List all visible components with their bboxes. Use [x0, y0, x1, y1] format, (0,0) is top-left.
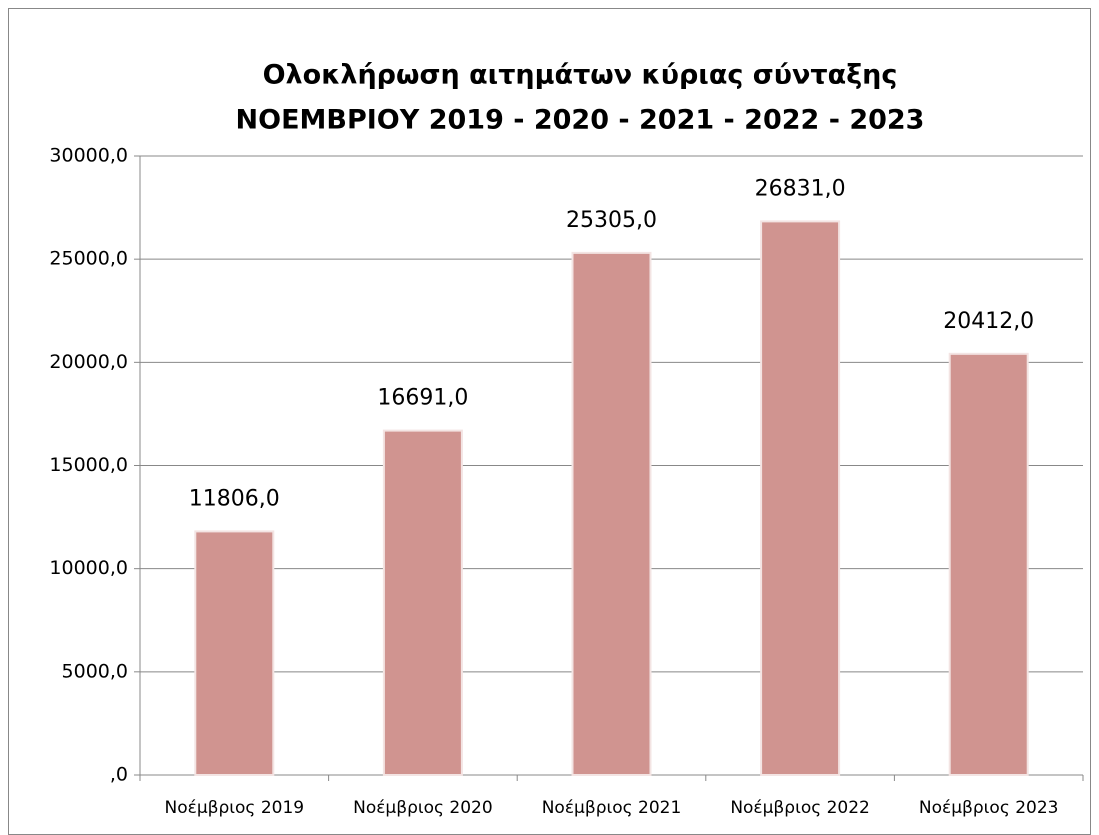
y-tick-label: 5000,0: [62, 660, 128, 682]
data-label: 20412,0: [943, 309, 1034, 334]
bar: [194, 530, 275, 777]
bar: [948, 352, 1029, 776]
y-tick-label: 20000,0: [49, 351, 128, 373]
y-tick-label: 30000,0: [49, 145, 128, 167]
x-tick-label: Νοέμβριος 2021: [542, 798, 682, 818]
data-label: 26831,0: [755, 176, 846, 201]
chart-title: Ολοκλήρωση αιτημάτων κύριας σύνταξης: [263, 60, 898, 91]
x-tick-label: Νοέμβριος 2023: [919, 798, 1059, 818]
y-tick-label: 10000,0: [49, 557, 128, 579]
data-label: 11806,0: [189, 486, 280, 511]
bar: [571, 251, 652, 777]
y-tick-label: ,0: [110, 764, 128, 786]
data-label: 16691,0: [377, 386, 468, 411]
chart-frame: [8, 8, 1091, 835]
data-label: 25305,0: [566, 208, 657, 233]
x-tick-label: Νοέμβριος 2019: [165, 798, 305, 818]
y-tick-label: 25000,0: [49, 248, 128, 270]
x-tick-label: Νοέμβριος 2020: [353, 798, 493, 818]
y-tick-label: 15000,0: [49, 454, 128, 476]
bar: [760, 220, 841, 777]
chart-subtitle: ΝΟΕΜΒΡΙΟΥ 2019 - 2020 - 2021 - 2022 - 20…: [236, 105, 925, 136]
bar: [382, 429, 463, 776]
x-tick-label: Νοέμβριος 2022: [730, 798, 870, 818]
